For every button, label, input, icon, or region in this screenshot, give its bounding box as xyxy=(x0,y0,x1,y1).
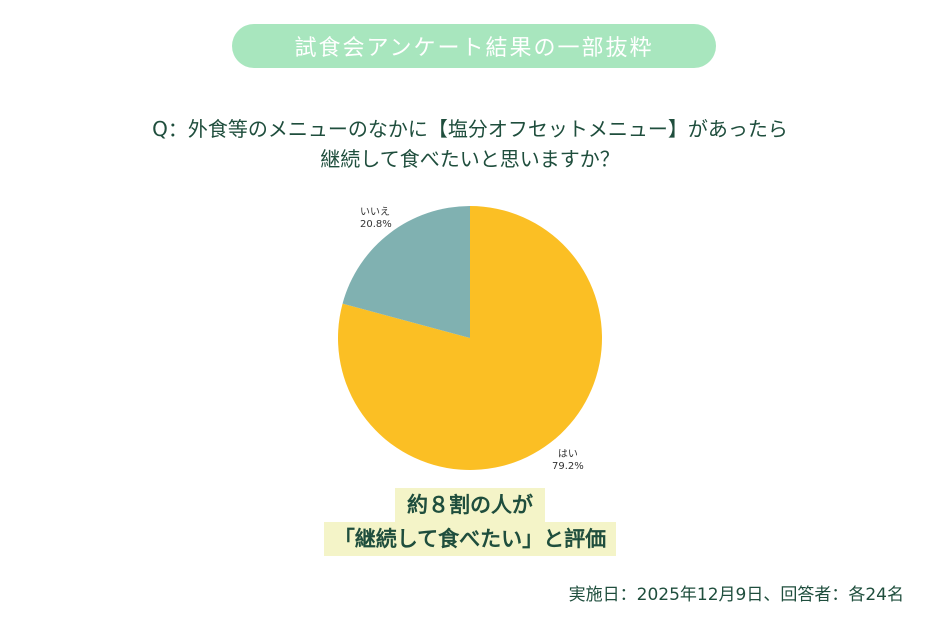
survey-footnote: 実施日：2025年12月9日、回答者：各24名 xyxy=(568,585,904,605)
summary-callout: 約８割の人が 「継続して食べたい」と評価 xyxy=(0,488,940,556)
page-title: 試食会アンケート結果の一部抜粋 xyxy=(294,36,654,61)
title-banner: 試食会アンケート結果の一部抜粋 xyxy=(232,24,716,68)
pie-label-yes-name: はい xyxy=(557,449,578,460)
survey-question: Q：外食等のメニューのなかに【塩分オフセットメニュー】があったら 継続して食べた… xyxy=(0,114,940,174)
pie-slice-no xyxy=(342,206,470,338)
pie-label-no-percent: 20.8% xyxy=(360,219,392,230)
pie-label-no: いいえ 20.8% xyxy=(360,207,392,231)
question-line-2: 継続して食べたいと思いますか？ xyxy=(320,147,620,171)
callout-line-2: 「継続して食べたい」と評価 xyxy=(323,522,617,556)
pie-label-yes-percent: 79.2% xyxy=(552,461,584,472)
pie-label-yes: はい 79.2% xyxy=(552,449,584,473)
question-line-1: Q：外食等のメニューのなかに【塩分オフセットメニュー】があったら xyxy=(152,117,788,141)
callout-line-1: 約８割の人が xyxy=(395,488,545,522)
pie-label-no-name: いいえ xyxy=(360,207,390,218)
